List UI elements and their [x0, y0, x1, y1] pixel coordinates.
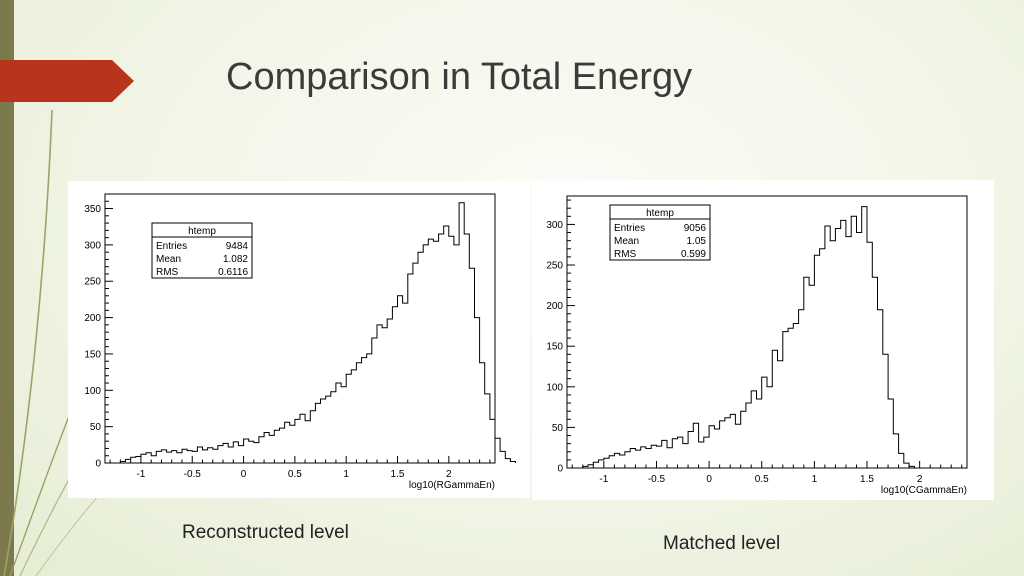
y-tick-label: 350 [84, 204, 101, 215]
histogram-series [582, 206, 915, 468]
x-axis-label: log10(RGammaEn) [409, 480, 495, 491]
y-tick-label: 50 [90, 422, 102, 433]
x-tick-label: -1 [136, 469, 145, 480]
x-tick-label: 2 [446, 469, 452, 480]
stats-mean-value: 1.082 [223, 254, 248, 265]
left-accent-bar [0, 0, 14, 576]
plot-frame [566, 195, 968, 469]
histogram-panel-matched: -1 -0.5 0 0.5 1 1.5 2 0 50 100 150 200 250 300 log10(C… [532, 180, 994, 500]
x-tick-label: 1 [343, 469, 349, 480]
title-accent-tab [0, 60, 134, 102]
stats-rms-value: 0.599 [681, 249, 706, 260]
x-tick-label: -1 [599, 474, 608, 485]
histogram-series [119, 202, 516, 463]
stats-entries-value: 9056 [684, 223, 707, 234]
stats-mean-value: 1.05 [687, 236, 707, 247]
x-tick-label: 0 [241, 469, 247, 480]
y-tick-label: 100 [84, 386, 101, 397]
y-tick-label: 0 [557, 464, 563, 475]
y-tick-label: 250 [84, 277, 101, 288]
x-tick-label: 2 [917, 474, 923, 485]
stats-mean-label: Mean [156, 254, 181, 265]
histogram-panel-reconstructed: -1 -0.5 0 0.5 1 1.5 2 0 50 100 150 200 250 300 350 log1… [68, 181, 530, 498]
x-tick-label: 0.5 [755, 474, 769, 485]
stats-rms-label: RMS [614, 249, 637, 260]
caption-reconstructed: Reconstructed level [182, 522, 349, 543]
y-tick-label: 300 [84, 240, 101, 251]
stats-entries-label: Entries [614, 223, 645, 234]
y-tick-label: 0 [95, 459, 101, 470]
histogram-chart-reconstructed: -1 -0.5 0 0.5 1 1.5 2 0 50 100 150 200 250 300 350 log1… [84, 193, 516, 491]
x-tick-label: 1.5 [391, 469, 405, 480]
stats-entries-label: Entries [156, 241, 187, 252]
y-tick-label: 150 [84, 349, 101, 360]
y-tick-label: 150 [546, 342, 563, 353]
y-tick-label: 50 [552, 423, 564, 434]
x-tick-label: -0.5 [648, 474, 666, 485]
y-tick-label: 100 [546, 382, 563, 393]
y-tick-label: 250 [546, 261, 563, 272]
stats-mean-label: Mean [614, 236, 639, 247]
plot-frame [104, 193, 496, 464]
histogram-chart-matched: -1 -0.5 0 0.5 1 1.5 2 0 50 100 150 200 250 300 log10(C… [546, 195, 968, 496]
accent-tab-shape [0, 60, 134, 102]
x-tick-label: -0.5 [184, 469, 202, 480]
x-tick-label: 0 [706, 474, 712, 485]
stats-box-title: htemp [188, 226, 216, 237]
stats-rms-label: RMS [156, 267, 179, 278]
stats-box-title: htemp [646, 208, 674, 219]
caption-matched: Matched level [663, 533, 781, 554]
x-tick-label: 0.5 [288, 469, 302, 480]
x-tick-label: 1.5 [860, 474, 874, 485]
stats-entries-value: 9484 [226, 241, 249, 252]
x-axis-label: log10(CGammaEn) [881, 485, 967, 496]
page-title: Comparison in Total Energy [226, 56, 693, 98]
stats-rms-value: 0.6116 [218, 267, 248, 278]
y-tick-label: 200 [84, 313, 101, 324]
y-tick-label: 200 [546, 301, 563, 312]
y-tick-label: 300 [546, 220, 563, 231]
x-tick-label: 1 [812, 474, 818, 485]
